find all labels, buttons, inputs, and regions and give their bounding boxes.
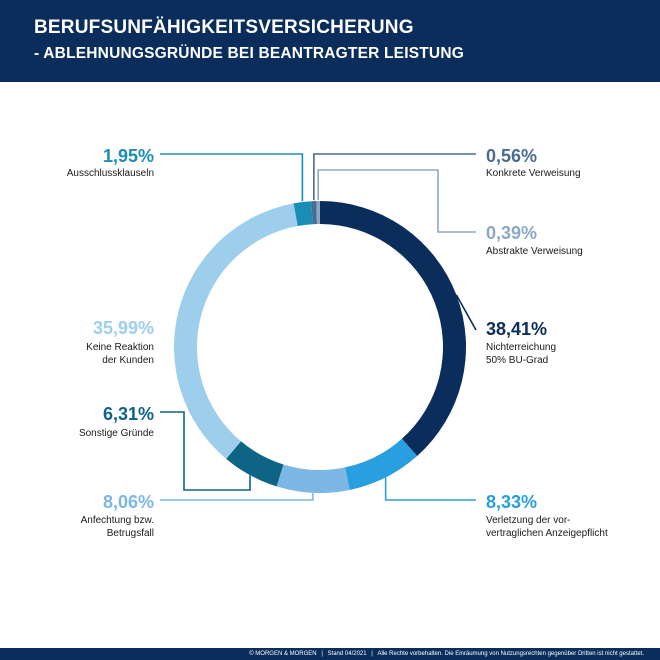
donut-chart: 38,41% Nichterreichung 50% BU-Grad 8,33% Ver… (67, 146, 608, 539)
category-label-2-0: Anfechtung bzw. (81, 515, 154, 526)
slice-7 (316, 201, 320, 225)
leader-line-1 (384, 477, 476, 501)
title-line-2: - ABLEHNUNGSGRÜNDE BEI BEANTRAGTER LEIST… (34, 45, 464, 62)
category-label-4-1: der Kunden (102, 355, 154, 366)
leader-line-2 (160, 492, 314, 501)
footer-copyright: © MORGEN & MORGEN (249, 651, 317, 657)
category-label-1-1: vertraglichen Anzeigepflicht (486, 528, 608, 539)
category-label-2-1: Betrugsfall (107, 528, 154, 539)
value-label-4: 35,99% (93, 318, 154, 338)
slice-1 (345, 438, 418, 490)
slice-3 (226, 441, 284, 487)
leader-line-6 (313, 153, 476, 201)
category-label-1-0: Verletzung der vor- (486, 515, 571, 526)
footer-stand: Stand 04/2021 (327, 651, 367, 657)
value-label-5: 1,95% (103, 146, 154, 166)
value-label-7: 0,39% (486, 223, 537, 243)
leader-line-7 (317, 169, 476, 233)
slice-4 (174, 203, 298, 459)
slice-6 (311, 201, 317, 225)
slice-2 (276, 464, 350, 494)
slice-0 (320, 201, 467, 456)
value-label-3: 6,31% (103, 404, 154, 424)
leader-line-5 (160, 153, 304, 202)
title-line-1: BERUFSUNFÄHIGKEITSVERSICHERUNG (34, 17, 414, 38)
footer-bar: © MORGEN & MORGEN | Stand 04/2021 | Alle… (0, 648, 660, 660)
category-label-5-0: Ausschlussklauseln (67, 168, 154, 179)
slice-5 (293, 201, 313, 227)
footer-rights: Alle Rechte vorbehalten. Die Einräumung … (377, 651, 645, 657)
value-label-2: 8,06% (103, 492, 154, 512)
leader-line-0 (455, 294, 477, 331)
category-label-6-0: Konkrete Verweisung (486, 168, 581, 179)
category-label-7-0: Abstrakte Verweisung (486, 246, 583, 257)
category-label-0-1: 50% BU-Grad (486, 355, 548, 366)
value-label-1: 8,33% (486, 492, 537, 512)
value-label-6: 0,56% (486, 146, 537, 166)
category-label-4-0: Keine Reaktion (86, 342, 154, 353)
value-label-0: 38,41% (486, 319, 547, 339)
leader-line-3 (160, 411, 251, 491)
category-label-0-0: Nichterreichung (486, 342, 556, 353)
title-banner: BERUFSUNFÄHIGKEITSVERSICHERUNG - ABLEHNU… (0, 0, 660, 82)
category-label-3-0: Sonstige Gründe (79, 428, 154, 439)
